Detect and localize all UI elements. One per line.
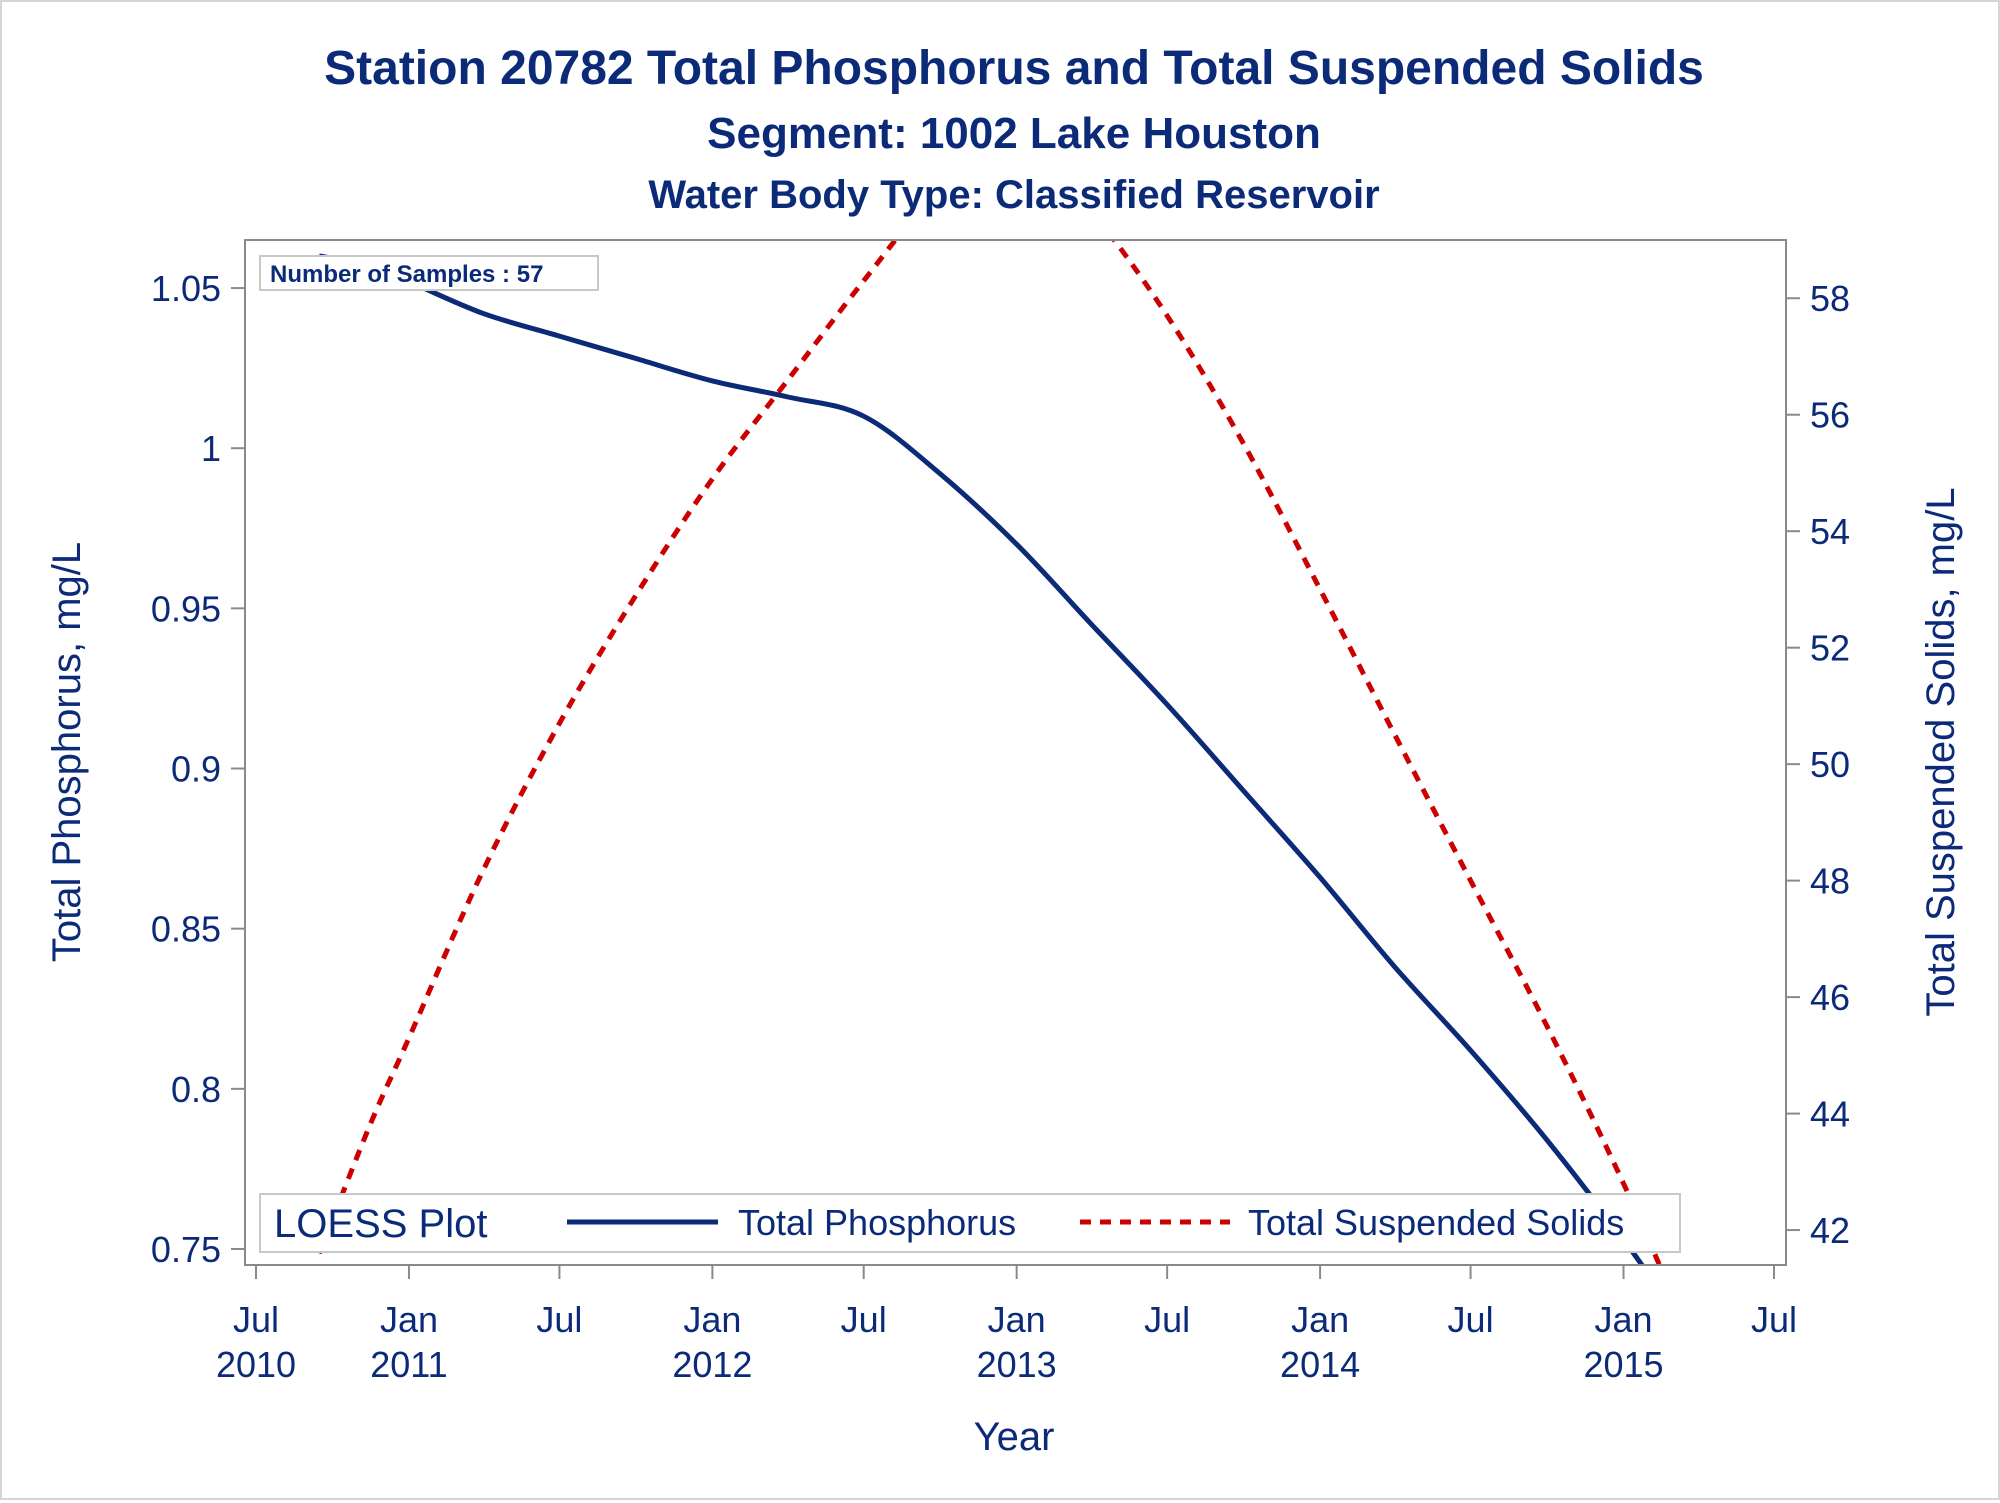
x-tick-label: Jan bbox=[988, 1299, 1046, 1340]
sample-count-label: Number of Samples : 57 bbox=[270, 261, 543, 288]
y2-tick-label: 50 bbox=[1810, 744, 1850, 785]
series-line-total-phosphorus bbox=[318, 253, 1645, 1264]
plot-area bbox=[244, 239, 1787, 1266]
legend-title: LOESS Plot bbox=[274, 1202, 487, 1246]
chart-subtitle-waterbody: Water Body Type: Classified Reservoir bbox=[648, 173, 1379, 217]
y-tick-label: 1.05 bbox=[151, 268, 221, 309]
x-tick-label: Jul bbox=[1751, 1299, 1797, 1340]
x-tick-label: Jul bbox=[1448, 1299, 1494, 1340]
chart-subtitle-segment: Segment: 1002 Lake Houston bbox=[707, 109, 1321, 158]
y-tick-label: 0.95 bbox=[151, 588, 221, 629]
y2-tick-label: 58 bbox=[1810, 278, 1850, 319]
x-tick-year-label: 2011 bbox=[370, 1344, 447, 1385]
legend-box bbox=[259, 1193, 1681, 1253]
x-tick-label: Jan bbox=[380, 1299, 438, 1340]
y2-tick-label: 54 bbox=[1810, 511, 1850, 552]
legend-label-tss: Total Suspended Solids bbox=[1248, 1202, 1624, 1243]
y-tick-label: 0.8 bbox=[171, 1069, 221, 1110]
y-tick-label: 0.85 bbox=[151, 909, 221, 950]
series-line-total-suspended-solids bbox=[316, 241, 1662, 1264]
y2-tick-label: 56 bbox=[1810, 395, 1850, 436]
x-tick-year-label: 2012 bbox=[672, 1344, 752, 1385]
y2-tick-label: 42 bbox=[1810, 1210, 1850, 1251]
y-tick-label: 0.75 bbox=[151, 1229, 221, 1270]
x-tick-label: Jul bbox=[233, 1299, 279, 1340]
y2-tick-label: 44 bbox=[1810, 1094, 1850, 1135]
x-tick-label: Jul bbox=[841, 1299, 887, 1340]
y2-tick-label: 46 bbox=[1810, 977, 1850, 1018]
x-tick-year-label: 2015 bbox=[1583, 1344, 1663, 1385]
y-axis-left: 0.75 0.8 0.85 0.9 0.95 1 1.05 bbox=[151, 268, 245, 1270]
x-tick-year-label: 2013 bbox=[977, 1344, 1057, 1385]
sample-count-box bbox=[259, 255, 599, 291]
y-tick-label: 1 bbox=[201, 428, 221, 469]
x-axis-title: Year bbox=[974, 1415, 1055, 1459]
y2-tick-label: 52 bbox=[1810, 628, 1850, 669]
legend-label-tp: Total Phosphorus bbox=[738, 1202, 1016, 1243]
y-axis-right: 42 44 46 48 50 52 54 56 58 bbox=[1786, 278, 1850, 1251]
x-tick-label: Jul bbox=[536, 1299, 582, 1340]
chart-title: Station 20782 Total Phosphorus and Total… bbox=[324, 42, 1704, 95]
x-tick-label: Jul bbox=[1144, 1299, 1190, 1340]
x-tick-label: Jan bbox=[683, 1299, 741, 1340]
y-axis-title-left: Total Phosphorus, mg/L bbox=[45, 542, 89, 962]
x-tick-year-label: 2010 bbox=[216, 1344, 296, 1385]
x-tick-label: Jan bbox=[1291, 1299, 1349, 1340]
series-layer bbox=[316, 241, 1662, 1264]
x-tick-label: Jan bbox=[1595, 1299, 1653, 1340]
y2-tick-label: 48 bbox=[1810, 861, 1850, 902]
y-tick-label: 0.9 bbox=[171, 749, 221, 790]
x-tick-year-label: 2014 bbox=[1280, 1344, 1360, 1385]
y-axis-title-right: Total Suspended Solids, mg/L bbox=[1919, 487, 1963, 1016]
